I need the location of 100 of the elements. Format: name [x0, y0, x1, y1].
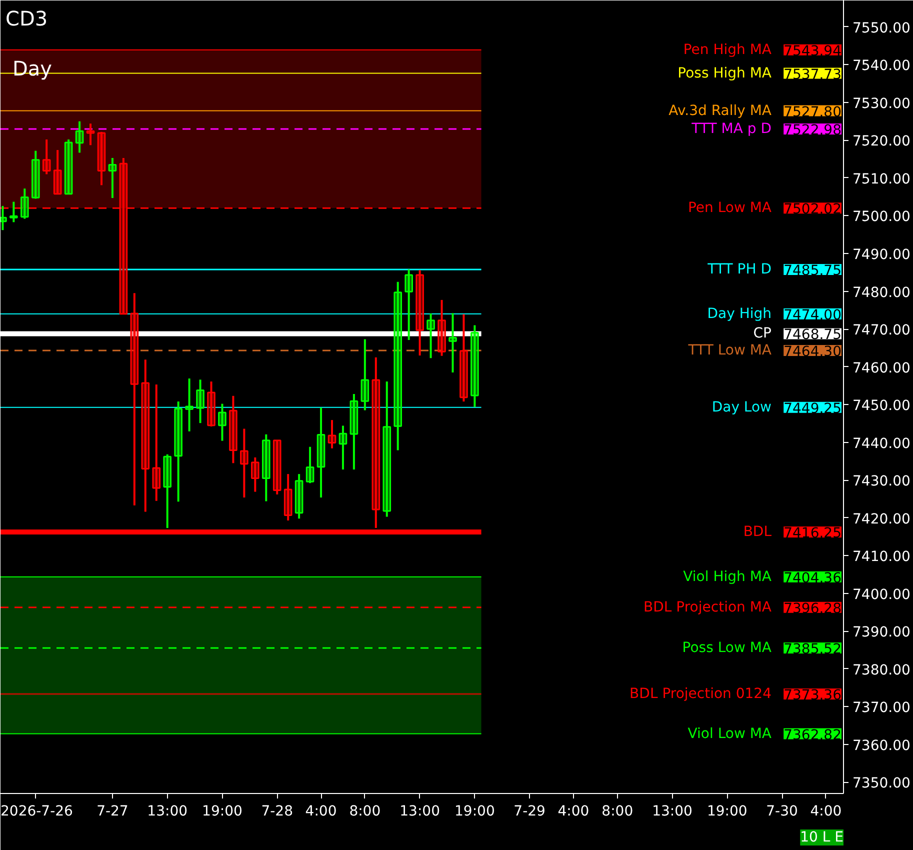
y-tick-label: 7460.00 [852, 360, 910, 376]
y-tick-label: 7410.00 [852, 549, 910, 566]
candlestick [119, 156, 128, 315]
candlestick [382, 380, 392, 518]
candlestick [438, 298, 446, 357]
annotation: 7502.02 [784, 202, 842, 218]
ref-line-label: Viol High MA [683, 568, 772, 585]
annotation: 7373.36 [784, 687, 842, 704]
candlestick [218, 402, 226, 442]
x-tick-label: 19:00 [454, 804, 495, 820]
ref-line-label: TTT Low MA [687, 342, 772, 359]
ref-line-label: BDL [743, 524, 772, 540]
x-tick-label: 7-30 [766, 804, 798, 820]
candlestick [31, 150, 40, 200]
x-tick-label: 13:00 [652, 804, 692, 820]
x-tick-label: 8:00 [602, 804, 634, 820]
ref-line-label: Day High [707, 306, 772, 322]
x-tick-label: 4:00 [305, 804, 337, 820]
y-tick-label: 7450.00 [852, 398, 910, 414]
ref-line-label: Day Low [712, 399, 772, 416]
y-tick-label: 7530.00 [852, 96, 910, 112]
y-tick-label: 7380.00 [852, 662, 910, 678]
x-tick-label: 19:00 [706, 804, 748, 820]
x-tick-label: 7-28 [261, 804, 294, 820]
candlestick [229, 394, 238, 464]
candlestick [75, 120, 84, 154]
y-tick-label: 7480.00 [852, 284, 910, 301]
candlestick [64, 138, 73, 195]
annotation: 7385.52 [784, 642, 842, 658]
candlestick [163, 453, 172, 530]
candlestick [174, 400, 182, 503]
candlestick [97, 130, 106, 186]
candlestick [86, 122, 95, 146]
candlestick [53, 149, 62, 195]
candlestick [328, 419, 336, 450]
candlestick [272, 439, 282, 496]
candlestick [338, 424, 348, 471]
candlestick [394, 280, 402, 452]
ref-line-label: Poss High MA [678, 65, 772, 82]
x-tick-label: 2026-7-26 [0, 804, 74, 820]
y-tick-label: 7520.00 [852, 134, 910, 150]
annotation: 7464.30 [784, 344, 842, 360]
ref-line-label: TTT MA p D [690, 120, 772, 137]
candlestick [294, 473, 304, 520]
annotation: 7474.00 [784, 307, 842, 324]
y-tick-label: 7500.00 [852, 209, 910, 226]
y-tick-label: 7400.00 [852, 586, 910, 603]
x-tick-label: 8:00 [349, 804, 381, 820]
y-tick-label: 7390.00 [852, 624, 910, 641]
candlestick [20, 188, 29, 220]
y-tick-label: 7420.00 [852, 511, 910, 528]
y-tick-label: 7490.00 [852, 247, 910, 264]
y-tick-label: 7550.00 [852, 20, 910, 36]
candlestick [152, 384, 161, 502]
candlestick [460, 313, 468, 403]
x-tick-label: 4:00 [558, 804, 590, 820]
annotation: 7362.82 [784, 727, 842, 744]
candlestick [416, 269, 424, 356]
ref-line-label: BDL Projection MA [644, 599, 772, 616]
ref-line-label: Av.3d Rally MA [668, 102, 772, 119]
y-tick-label: 7430.00 [852, 474, 910, 490]
x-tick-label: 13:00 [400, 804, 440, 820]
candlestick [141, 358, 150, 513]
ref-line-label: Pen High MA [683, 42, 772, 58]
text: 10 L E [800, 830, 844, 846]
y-tick-label: 7540.00 [852, 58, 910, 74]
annotation: 7468.75 [784, 327, 842, 344]
y-tick-label: 7370.00 [852, 700, 910, 716]
annotation: 7485.75 [784, 263, 842, 280]
candlestick [284, 473, 292, 522]
x-tick-label: 19:00 [202, 804, 242, 820]
chart-title: CD3 [6, 6, 48, 30]
annotation: 7416.25 [784, 526, 842, 542]
candlestick [130, 292, 139, 506]
annotation: 7449.25 [784, 400, 842, 417]
annotation: 7396.28 [784, 600, 842, 617]
x-tick-label: 13:00 [147, 804, 188, 820]
annotation: 7522.98 [784, 122, 842, 138]
candlestick [207, 380, 216, 428]
x-tick-label: 7-29 [514, 804, 546, 820]
candlestick [350, 392, 358, 471]
candlestick [262, 433, 270, 502]
ref-line-label: Pen Low MA [688, 200, 772, 216]
annotation: 7543.94 [784, 43, 842, 60]
ref-line-label: BDL Projection 0124 [630, 686, 772, 702]
candlestick [10, 200, 18, 224]
x-tick-label: 7-27 [96, 804, 128, 820]
ref-line-label: Viol Low MA [688, 726, 772, 742]
y-tick-label: 7360.00 [852, 738, 910, 754]
y-tick-label: 7440.00 [852, 436, 910, 452]
candlestick [251, 456, 260, 493]
candlestick [426, 312, 435, 360]
annotation: 7527.80 [784, 104, 842, 120]
candlestick [448, 312, 457, 374]
candlestick [306, 446, 314, 484]
y-tick-label: 7510.00 [852, 171, 910, 188]
candlestick [185, 377, 194, 432]
candlestick [196, 378, 204, 424]
ref-line-label: Poss Low MA [682, 640, 772, 656]
x-tick-label: 4:00 [810, 804, 842, 820]
